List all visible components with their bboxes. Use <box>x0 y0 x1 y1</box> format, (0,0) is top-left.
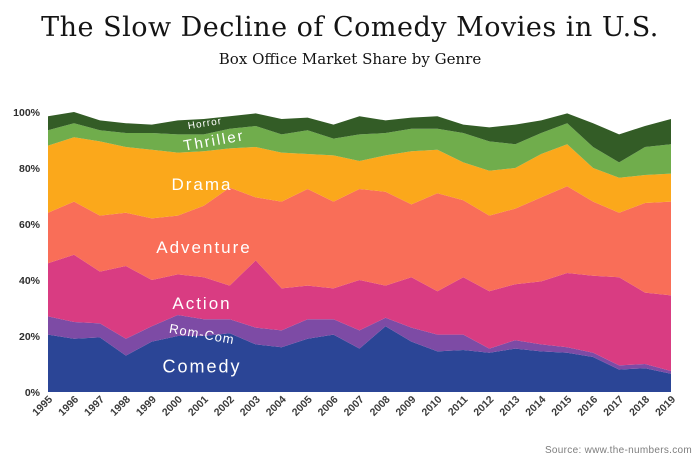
x-axis-tick-2003: 2003 <box>238 394 263 419</box>
x-axis-tick-1996: 1996 <box>56 394 81 419</box>
y-axis-tick-0: 0% <box>25 387 41 399</box>
x-axis-tick-1998: 1998 <box>108 394 133 419</box>
x-axis-tick-2005: 2005 <box>290 394 315 419</box>
x-axis-tick-2010: 2010 <box>420 394 445 419</box>
y-axis-tick-80: 80% <box>19 163 41 175</box>
area-drama <box>48 137 671 219</box>
x-axis-tick-1997: 1997 <box>82 394 107 419</box>
area-comedy <box>48 326 671 392</box>
x-axis-tick-1999: 1999 <box>134 394 159 419</box>
x-axis-tick-2006: 2006 <box>316 394 341 419</box>
y-axis-tick-60: 60% <box>19 219 41 231</box>
y-axis-tick-20: 20% <box>19 331 41 343</box>
x-axis-tick-2017: 2017 <box>601 394 626 419</box>
x-axis-tick-2007: 2007 <box>342 394 367 419</box>
area-action <box>48 254 671 371</box>
area-rom-com <box>48 315 671 374</box>
chart-title: The Slow Decline of Comedy Movies in U.S… <box>41 12 659 43</box>
x-axis-tick-2001: 2001 <box>186 394 211 419</box>
x-axis-tick-2011: 2011 <box>446 394 471 419</box>
x-axis-tick-2018: 2018 <box>627 394 652 419</box>
area-thriller <box>48 123 671 178</box>
x-axis-tick-2016: 2016 <box>575 394 600 419</box>
x-axis-tick-2012: 2012 <box>471 394 496 419</box>
x-axis-tick-2014: 2014 <box>523 394 548 419</box>
x-axis-tick-2002: 2002 <box>212 394 237 419</box>
x-axis-tick-2019: 2019 <box>653 394 678 419</box>
source-credit: Source: www.the-numbers.com <box>544 445 692 456</box>
x-axis-tick-2015: 2015 <box>549 394 574 419</box>
area-horror <box>48 112 671 163</box>
y-axis-tick-100: 100% <box>13 107 41 119</box>
y-axis-tick-40: 40% <box>19 275 41 287</box>
x-axis-tick-2004: 2004 <box>264 394 289 419</box>
area-adventure <box>48 186 671 296</box>
x-axis-tick-2000: 2000 <box>160 394 185 419</box>
chart-subtitle: Box Office Market Share by Genre <box>218 50 482 68</box>
x-axis-tick-2013: 2013 <box>497 394 522 419</box>
x-axis-tick-2009: 2009 <box>394 394 419 419</box>
x-axis-tick-2008: 2008 <box>368 394 393 419</box>
